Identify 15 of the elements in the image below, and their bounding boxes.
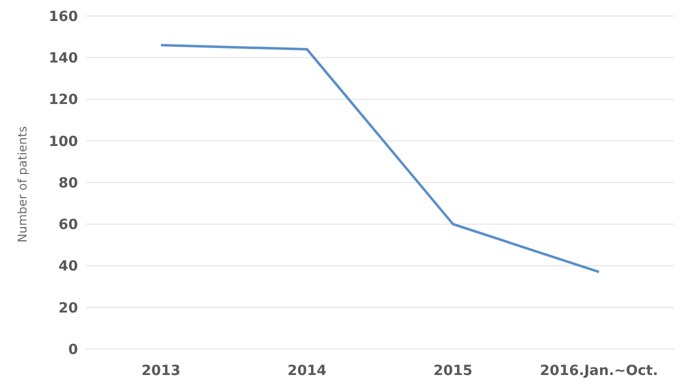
y-tick-label: 80 <box>58 175 78 192</box>
y-tick-label: 160 <box>48 8 78 25</box>
y-tick-label: 140 <box>48 50 78 67</box>
x-tick-label: 2015 <box>434 362 472 379</box>
y-tick-label: 0 <box>68 342 78 358</box>
line-series <box>160 44 600 274</box>
x-tick-label: 2016.Jan.~Oct. <box>540 362 658 379</box>
y-tick-label: 40 <box>58 258 78 275</box>
y-tick-label: 20 <box>58 300 78 316</box>
x-tick-label: 2013 <box>142 362 180 379</box>
y-tick-label: 100 <box>48 134 78 150</box>
y-axis-title: Number of patients <box>15 126 30 242</box>
y-tick-label: 60 <box>58 217 78 234</box>
x-tick-label: 2014 <box>288 362 327 379</box>
y-tick-label: 120 <box>48 92 78 108</box>
